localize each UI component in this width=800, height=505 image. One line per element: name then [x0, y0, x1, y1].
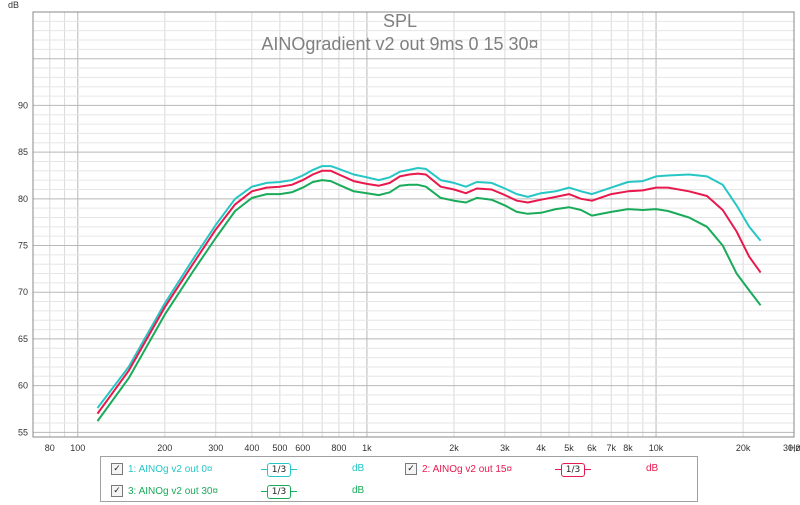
- x-tick-label: 20k: [736, 443, 751, 453]
- x-tick-label: 100: [70, 443, 85, 453]
- series-line-1: [96, 165, 762, 409]
- y-tick-label: 80: [18, 194, 28, 204]
- smoothing-value-3: 1/3: [266, 485, 292, 499]
- smoothing-control-2[interactable]: 1/3: [555, 463, 591, 477]
- legend-label-1: 1: AINOg v2 out 0¤: [128, 463, 213, 475]
- y-tick-label: 65: [18, 334, 28, 344]
- plot-area-frame: [32, 11, 795, 438]
- series-line-3: [96, 179, 762, 422]
- x-tick-label: 4k: [536, 443, 546, 453]
- x-axis-label: Hz: [789, 443, 800, 453]
- x-tick-label: 5k: [564, 443, 574, 453]
- x-tick-label: 6k: [587, 443, 597, 453]
- y-tick-label: 55: [18, 427, 28, 437]
- y-tick-label: 75: [18, 241, 28, 251]
- chart-grid: [32, 11, 795, 437]
- legend-checkbox-3[interactable]: ✓: [111, 485, 123, 497]
- legend: ✓ 1: AINOg v2 out 0¤ 1/3 dB ✓ 2: AINOg v…: [100, 456, 698, 502]
- x-tick-label: 1k: [362, 443, 372, 453]
- x-tick-label: 8k: [623, 443, 633, 453]
- x-tick-label: 400: [244, 443, 259, 453]
- legend-item-1[interactable]: ✓ 1: AINOg v2 out 0¤: [111, 460, 268, 478]
- x-tick-label: 10k: [649, 443, 664, 453]
- x-tick-label: 200: [157, 443, 172, 453]
- legend-checkbox-1[interactable]: ✓: [111, 463, 123, 475]
- x-tick-label: 3k: [500, 443, 510, 453]
- x-tick-label: 800: [331, 443, 346, 453]
- smoothing-control-1[interactable]: 1/3: [261, 463, 297, 477]
- x-tick-label: 600: [295, 443, 310, 453]
- legend-unit-3: dB: [352, 485, 365, 496]
- legend-label-3: 3: AINOg v2 out 30¤: [128, 485, 219, 497]
- legend-label-2: 2: AINOg v2 out 15¤: [422, 463, 513, 475]
- legend-item-3[interactable]: ✓ 3: AINOg v2 out 30¤: [111, 482, 268, 500]
- chart-subtitle: AINOgradient v2 out 9ms 0 15 30¤: [261, 34, 538, 54]
- y-tick-label: 70: [18, 287, 28, 297]
- x-tick-label: 7k: [607, 443, 617, 453]
- x-tick-label: 30,0k: [783, 443, 800, 453]
- y-axis-label: dB: [8, 0, 19, 10]
- legend-unit-1: dB: [352, 463, 365, 474]
- x-tick-label: 300: [208, 443, 223, 453]
- legend-item-2[interactable]: ✓ 2: AINOg v2 out 15¤: [405, 460, 562, 478]
- y-tick-label: 85: [18, 147, 28, 157]
- smoothing-value-2: 1/3: [560, 463, 586, 477]
- x-tick-labels: 80 100 200 300 400 500 600 800 1k 2k 3k 4k 5k 6k 7k 8k 1…: [45, 443, 800, 453]
- chart-title: SPL: [383, 11, 417, 31]
- y-tick-label: 90: [18, 100, 28, 110]
- x-tick-label: 80: [45, 443, 55, 453]
- y-tick-labels: 55 60 65 70 75 80 85 90: [18, 100, 28, 437]
- chart-series: [96, 165, 762, 422]
- smoothing-control-3[interactable]: 1/3: [261, 485, 297, 499]
- x-tick-label: 500: [272, 443, 287, 453]
- x-tick-label: 2k: [449, 443, 459, 453]
- legend-unit-2: dB: [646, 463, 659, 474]
- y-tick-label: 60: [18, 381, 28, 391]
- series-line-2: [96, 169, 762, 415]
- smoothing-value-1: 1/3: [266, 463, 292, 477]
- legend-checkbox-2[interactable]: ✓: [405, 463, 417, 475]
